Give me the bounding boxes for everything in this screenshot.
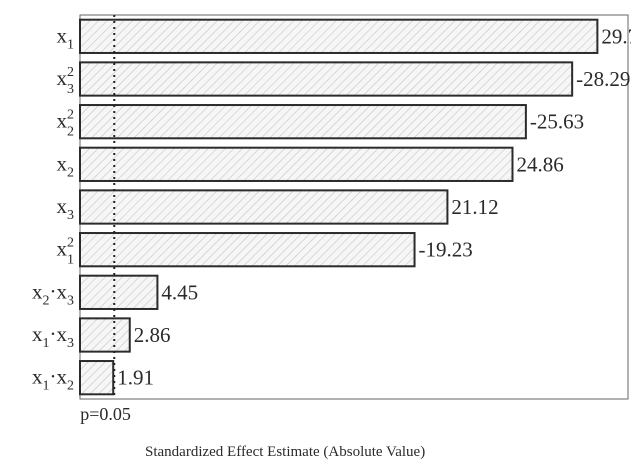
- category-label: x3​: [57, 194, 75, 223]
- category-label: x23​: [57, 65, 75, 97]
- data-label: -28.29: [576, 67, 630, 91]
- category-label: x21​: [57, 236, 75, 268]
- data-labels: 29.74 -28.29 -25.63 24.86 21.12 -19.23 4.45 2.8…: [117, 24, 631, 389]
- category-label: x2​: [57, 151, 75, 180]
- bar-hatch: [79, 317, 131, 353]
- bar-hatch: [79, 232, 416, 268]
- reference-line-label: p=0.05: [80, 404, 131, 424]
- bars-group: [79, 18, 599, 396]
- category-label: x1​: [57, 23, 75, 52]
- category-labels: x1​ x23​ x22​ x2​ x3​ x21​ x2​·x3​ x1​·x3​ x1​·x…: [32, 23, 74, 393]
- category-label: x1​·x2​: [32, 365, 74, 394]
- data-label: 29.74: [601, 24, 631, 48]
- data-label: 1.91: [117, 366, 154, 390]
- category-label: x2​·x3​: [32, 279, 74, 308]
- data-label: -19.23: [419, 238, 473, 262]
- bar-hatch: [79, 274, 159, 310]
- bar-hatch: [79, 18, 599, 54]
- category-label: x1​·x3​: [32, 322, 74, 351]
- category-label: x22​: [57, 108, 75, 140]
- bar-hatch: [79, 189, 449, 225]
- x-axis-title: Standardized Effect Estimate (Absolute V…: [145, 444, 425, 459]
- bar-hatch: [79, 61, 574, 97]
- bar-hatch: [79, 360, 115, 396]
- data-label: 4.45: [161, 280, 198, 304]
- data-label: 21.12: [451, 195, 498, 219]
- bar-hatch: [79, 104, 527, 140]
- data-label: -25.63: [530, 110, 584, 134]
- data-label: 2.86: [134, 323, 171, 347]
- data-label: 24.86: [516, 152, 563, 176]
- bar-hatch: [79, 146, 514, 182]
